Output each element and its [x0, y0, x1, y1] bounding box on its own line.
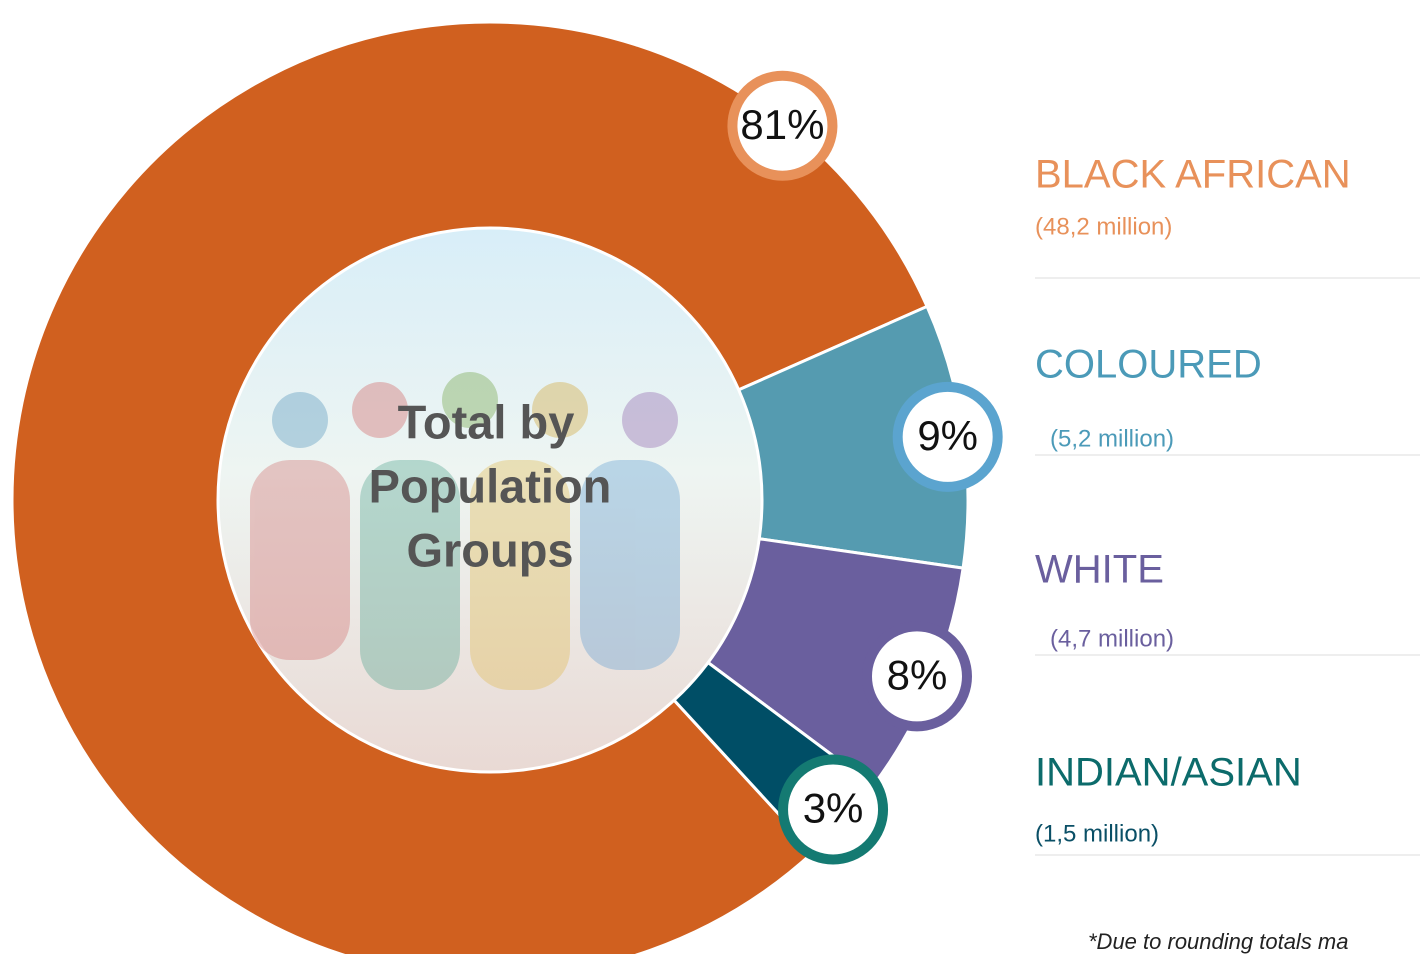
- legend-note: (1,5 million): [1035, 820, 1159, 847]
- footnote: *Due to rounding totals ma: [1088, 929, 1349, 954]
- value-label: 3%: [803, 785, 864, 832]
- value-label: 8%: [887, 652, 948, 699]
- legend-title: BLACK AFRICAN: [1035, 153, 1351, 197]
- center-title: Population: [369, 459, 612, 512]
- legend-title: WHITE: [1035, 548, 1164, 592]
- legend-note: (48,2 million): [1035, 213, 1172, 240]
- center-title: Groups: [406, 523, 573, 576]
- legend-note: (5,2 million): [1050, 425, 1174, 452]
- legend-title: INDIAN/ASIAN: [1035, 751, 1302, 795]
- chart: Total by Population Groups 81% 9% 8% 3% BLA…: [0, 0, 1420, 954]
- legend-title: COLOURED: [1035, 343, 1262, 387]
- legend: BLACK AFRICAN (48,2 million) COLOURED (5,2 …: [1035, 153, 1420, 855]
- legend-note: (4,7 million): [1050, 625, 1174, 652]
- value-label: 9%: [917, 412, 978, 459]
- center-title: Total by: [398, 395, 575, 448]
- value-label: 81%: [740, 101, 824, 148]
